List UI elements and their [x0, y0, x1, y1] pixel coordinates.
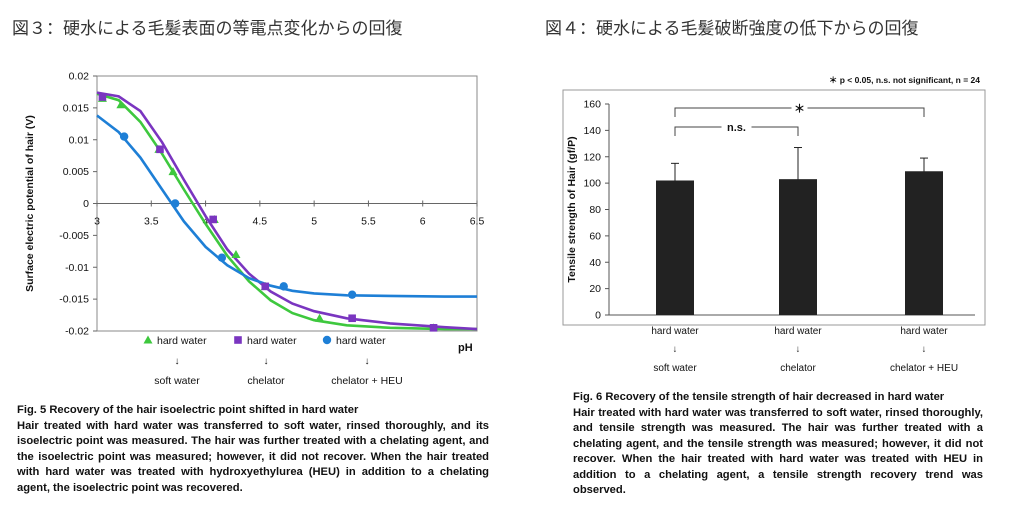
left-figure-heading: 図３：硬水による毛髪表面の等電点変化からの回復: [12, 19, 403, 39]
data-point-series-2: [156, 145, 164, 154]
category-arrow: ↓: [673, 344, 678, 355]
y-tick-label: 40: [589, 257, 601, 269]
legend-label-line3: chelator + HEU: [331, 375, 403, 387]
y-tick-label: 0.02: [69, 71, 90, 83]
y-tick-label: -0.01: [65, 262, 89, 274]
data-point-series-2: [348, 314, 356, 323]
significance-note: ＊ p < 0.05, n.s. not significant, n = 24: [829, 75, 980, 85]
fit-curve-series-2: [96, 91, 478, 331]
significance-label-bg: [721, 120, 752, 133]
y-axis-title: Surface electric potential of hair (V): [24, 115, 36, 292]
legend-label-line1: hard water: [157, 335, 207, 347]
data-point-series-3: [347, 290, 357, 299]
y-tick-label: 0.015: [63, 102, 89, 114]
y-tick-label: 120: [583, 151, 601, 163]
y-tick-label: 0.01: [69, 134, 90, 146]
data-point-series-3: [119, 132, 129, 141]
data-point-series-1: [116, 100, 126, 109]
legend-marker-series-1: [143, 335, 153, 344]
bar-3: [905, 171, 943, 315]
legend-marker-series-2: [234, 336, 242, 344]
significance-label: n.s.: [727, 122, 746, 134]
data-point-series-2: [429, 324, 438, 332]
category-label-line1: hard water: [900, 326, 948, 337]
bar-1: [656, 180, 694, 315]
data-point-series-2: [209, 215, 217, 224]
data-point-series-2: [261, 282, 270, 291]
legend-arrow: ↓: [264, 356, 269, 367]
right-caption-title: Fig. 6 Recovery of the tensile strength …: [573, 391, 945, 403]
y-tick-label: 20: [589, 283, 601, 295]
data-point-series-3: [217, 253, 227, 262]
category-label-line3: chelator + HEU: [890, 363, 958, 374]
y-tick-label: 80: [589, 204, 601, 216]
data-point-series-3: [170, 199, 180, 208]
y-tick-label: -0.005: [59, 230, 89, 242]
data-point-series-3: [279, 282, 288, 291]
legend-arrow: ↓: [365, 356, 370, 367]
legend-label-line3: soft water: [154, 375, 200, 387]
y-tick-label: 100: [583, 178, 601, 190]
y-tick-label: 0.005: [63, 166, 89, 178]
category-label-line3: soft water: [653, 363, 697, 374]
x-tick-label: 4.5: [253, 216, 268, 228]
x-tick-label: 3: [94, 216, 100, 228]
y-tick-label: 160: [583, 99, 601, 111]
category-label-line1: hard water: [651, 326, 699, 337]
left-caption-title: Fig. 5 Recovery of the hair isoelectric …: [17, 404, 359, 416]
category-label-line3: chelator: [780, 363, 816, 374]
y-tick-label: 60: [589, 230, 601, 242]
category-label-line1: hard water: [774, 326, 822, 337]
y-tick-label: -0.015: [59, 294, 89, 306]
left-figure-caption: Fig. 5 Recovery of the hair isoelectric …: [17, 403, 489, 496]
legend-marker-series-3: [322, 335, 332, 345]
plot-frame: [562, 89, 986, 326]
fit-curve-series-3: [96, 114, 477, 298]
data-point-series-1: [315, 313, 325, 322]
legend-label-line1: hard water: [336, 335, 386, 347]
x-tick-label: 4: [203, 216, 209, 228]
x-tick-label: 6: [420, 216, 426, 228]
right-figure-heading: 図４：硬水による毛髪破断強度の低下からの回復: [545, 19, 919, 39]
y-axis-title: Tensile strength of Hair (gf/P): [566, 136, 578, 282]
data-point-series-1: [168, 167, 178, 176]
significance-label-bg: [791, 101, 808, 114]
significance-label: ＊: [794, 103, 805, 115]
x-tick-label: 5.5: [361, 216, 376, 228]
right-caption-body: Hair treated with hard water was transfe…: [573, 406, 983, 497]
x-tick-label: 3.5: [144, 216, 159, 228]
y-tick-label: 0: [83, 198, 89, 210]
left-caption-body: Hair treated with hard water was transfe…: [17, 419, 489, 494]
tensile-strength-chart: 0 20 40 60 80 100 120 140 160 Tensile strength of…: [562, 75, 986, 374]
legend-label-line1: hard water: [247, 335, 297, 347]
fit-curve-series-1: [96, 92, 477, 331]
x-axis-title: pH: [458, 342, 473, 354]
category-arrow: ↓: [796, 344, 801, 355]
y-tick-label: 0: [595, 310, 601, 322]
data-point-series-2: [98, 93, 107, 101]
data-point-series-1: [231, 250, 241, 258]
isoelectric-point-chart: 0.02 0.015 0.01 0.005 0 -0.005 -0.01 -0.015 -0.0…: [24, 71, 485, 388]
y-tick-label: 140: [583, 125, 601, 137]
x-tick-label: 6.5: [470, 216, 485, 228]
legend-label-line3: chelator: [247, 375, 285, 387]
x-tick-label: 5: [311, 216, 317, 228]
y-tick-label: -0.02: [65, 326, 89, 338]
category-arrow: ↓: [922, 344, 927, 355]
legend-arrow: ↓: [175, 356, 180, 367]
right-figure-caption: Fig. 6 Recovery of the tensile strength …: [573, 390, 983, 499]
